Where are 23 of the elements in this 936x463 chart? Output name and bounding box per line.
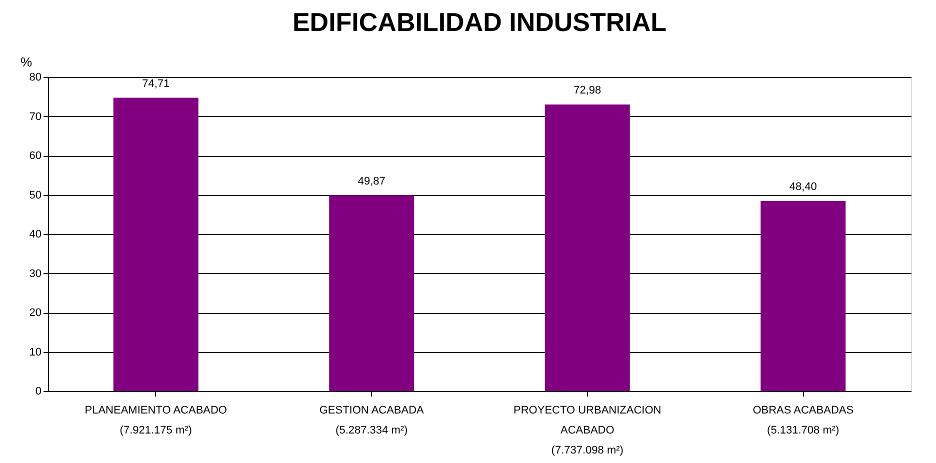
- y-tick-label: 30: [29, 268, 42, 280]
- y-tick-label: 80: [29, 72, 42, 84]
- data-label: 49,87: [358, 175, 386, 188]
- bar: [113, 98, 198, 391]
- x-tick-label: OBRAS ACABADAS (5.131.708 m²): [752, 404, 854, 436]
- y-tick-label: 60: [29, 150, 42, 162]
- data-label: 74,71: [142, 78, 170, 90]
- x-tick-label: PLANEAMIENTO ACABADO (7.921.175 m²): [84, 404, 228, 436]
- bar: [544, 104, 630, 391]
- y-axis-title: %: [20, 54, 32, 70]
- chart-title: EDIFICABILIDAD INDUSTRIAL: [292, 7, 667, 37]
- y-tick-label: 40: [29, 228, 42, 240]
- bar: [329, 195, 414, 391]
- x-tick-label: GESTION ACABADA (5.287.334 m²): [319, 404, 425, 436]
- y-tick-label: 0: [35, 386, 42, 398]
- y-tick-label: 10: [29, 346, 42, 358]
- data-label: 48,40: [789, 181, 817, 194]
- y-tick-label: 70: [29, 110, 42, 123]
- y-tick-label: 50: [29, 189, 42, 202]
- data-label: 72,98: [574, 84, 602, 97]
- x-tick-label: PROYECTO URBANIZACION ACABADO (7.737.098 m²): [514, 404, 662, 456]
- bar: [760, 201, 846, 391]
- y-tick-label: 20: [29, 307, 42, 319]
